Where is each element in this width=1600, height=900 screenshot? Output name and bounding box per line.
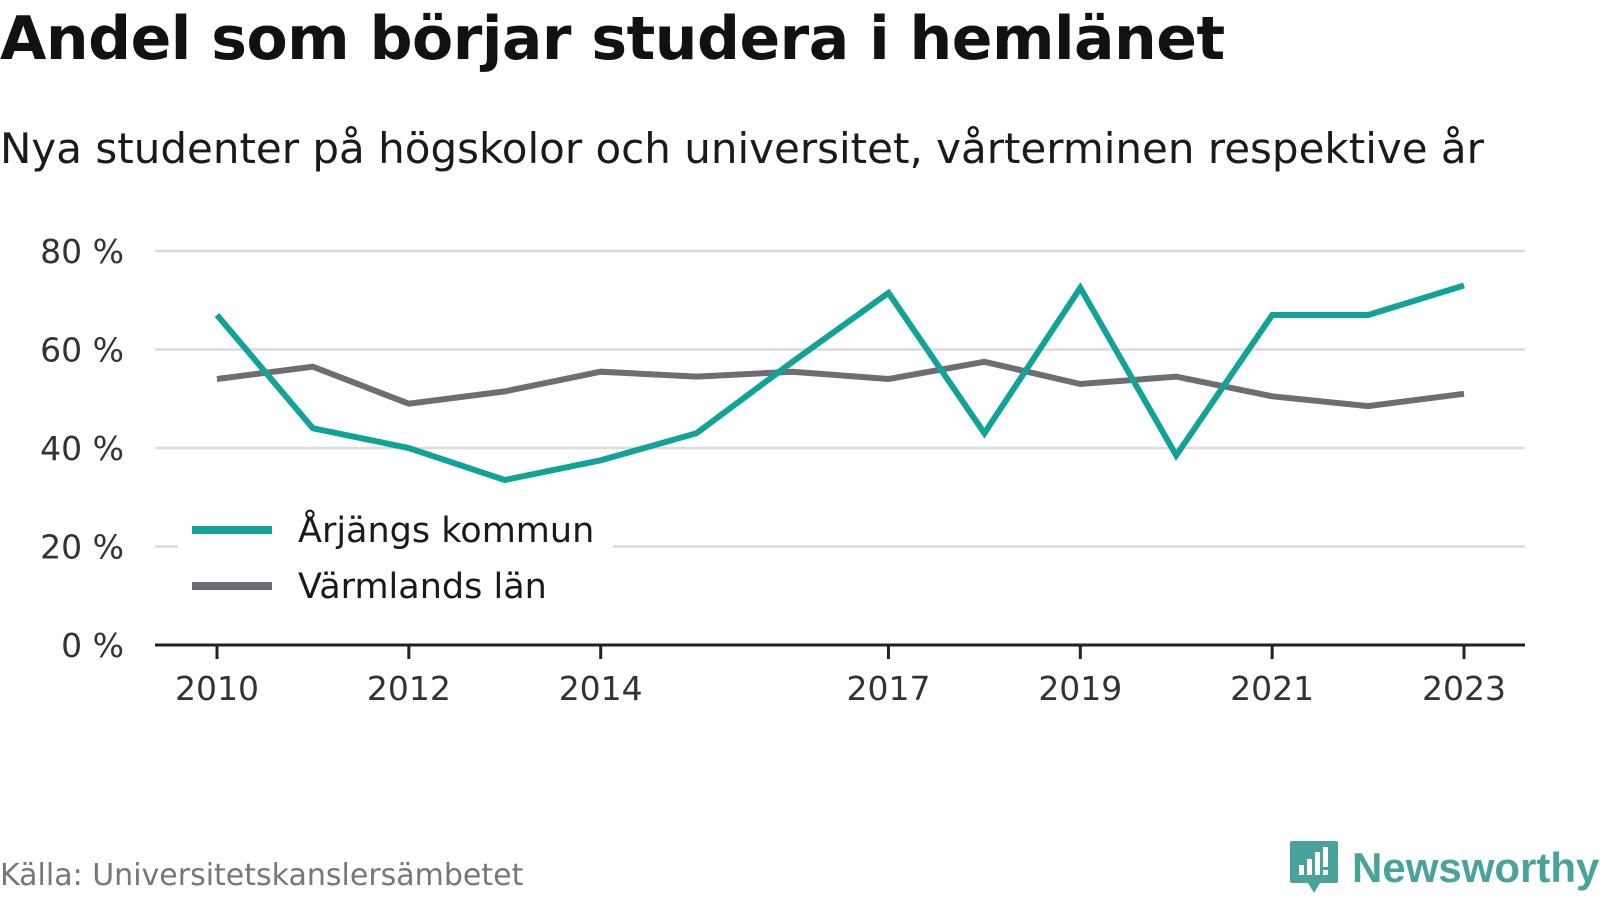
x-axis-ticks: 2010 2012 2014 2017 2019 2021 2023 [175,645,1506,708]
x-tick-label: 2014 [559,669,643,708]
newsworthy-logo: Newsworthy [1288,838,1599,898]
y-tick-label: 80 % [40,232,124,271]
legend-label: Värmlands län [298,567,547,607]
y-tick-label: 0 % [61,626,124,665]
chart-title: Andel som börjar studera i hemlänet [0,4,1225,74]
x-tick-label: 2017 [846,669,930,708]
x-tick-label: 2019 [1038,669,1122,708]
x-tick-label: 2023 [1422,669,1506,708]
source-note: Källa: Universitetskanslersämbetet [0,858,524,893]
y-axis-ticks: 0 % 20 % 40 % 60 % 80 % [40,232,124,665]
y-tick-label: 20 % [40,528,124,567]
y-tick-label: 40 % [40,429,124,468]
newsworthy-logo-icon [1290,841,1338,893]
legend: Årjängs kommun Värmlands län [178,500,613,618]
legend-background [178,500,613,618]
x-tick-label: 2021 [1230,669,1314,708]
x-tick-label: 2012 [367,669,451,708]
series-line-värmlands-län [216,358,1465,410]
series-lines [214,282,1465,484]
chart-subtitle: Nya studenter på högskolor och universit… [0,124,1484,173]
brand-name: Newsworthy [1352,844,1600,891]
x-tick-label: 2010 [175,669,259,708]
legend-label: Årjängs kommun [298,508,594,551]
series-line-årjängs-kommun [214,282,1465,484]
y-tick-label: 60 % [40,331,124,370]
